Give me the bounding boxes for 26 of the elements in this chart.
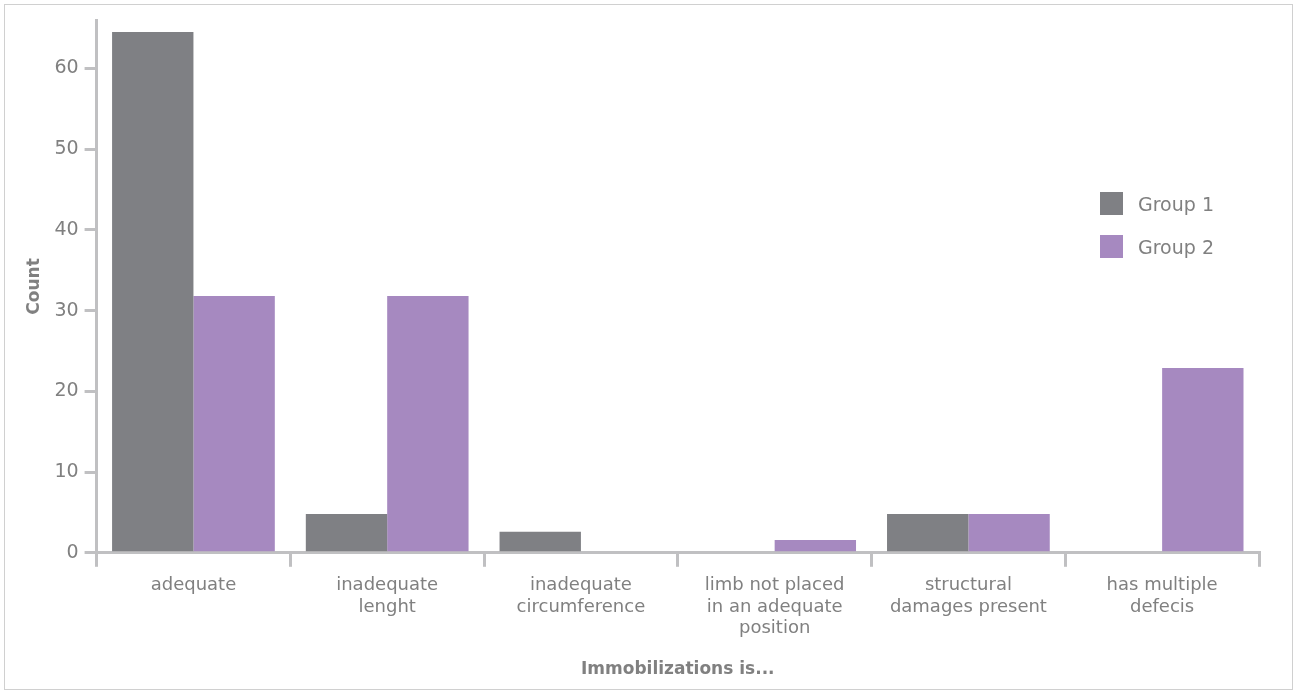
y-tick-label: 60 [54,55,79,78]
y-tick-label: 10 [54,459,79,482]
bar [774,539,857,552]
x-axis-title: Immobilizations is... [581,658,775,679]
bar [193,296,275,552]
bar [499,531,581,552]
y-tick-label: 50 [54,136,79,159]
x-tick-label: has multiple defecis [1106,573,1218,616]
y-tick-label: 30 [54,297,79,320]
x-tick-label: limb not placed in an adequate position [704,573,845,638]
x-tick-label: adequate [150,573,237,595]
bar [887,514,969,552]
legend-label: Group 1 [1138,192,1214,215]
bar [968,514,1050,552]
y-tick-label: 0 [66,539,79,562]
legend-label: Group 2 [1138,235,1214,258]
bar [305,514,388,552]
x-tick-label: structural damages present [889,573,1047,616]
y-tick-label: 40 [54,216,79,239]
bar [387,296,469,552]
y-tick-label: 20 [54,378,79,401]
x-tick-label: inadequate circumference [516,573,646,616]
bar [112,32,194,552]
y-axis-title: Count [22,258,43,315]
bar [1162,367,1244,552]
x-tick-label: inadequate lenght [336,573,439,616]
